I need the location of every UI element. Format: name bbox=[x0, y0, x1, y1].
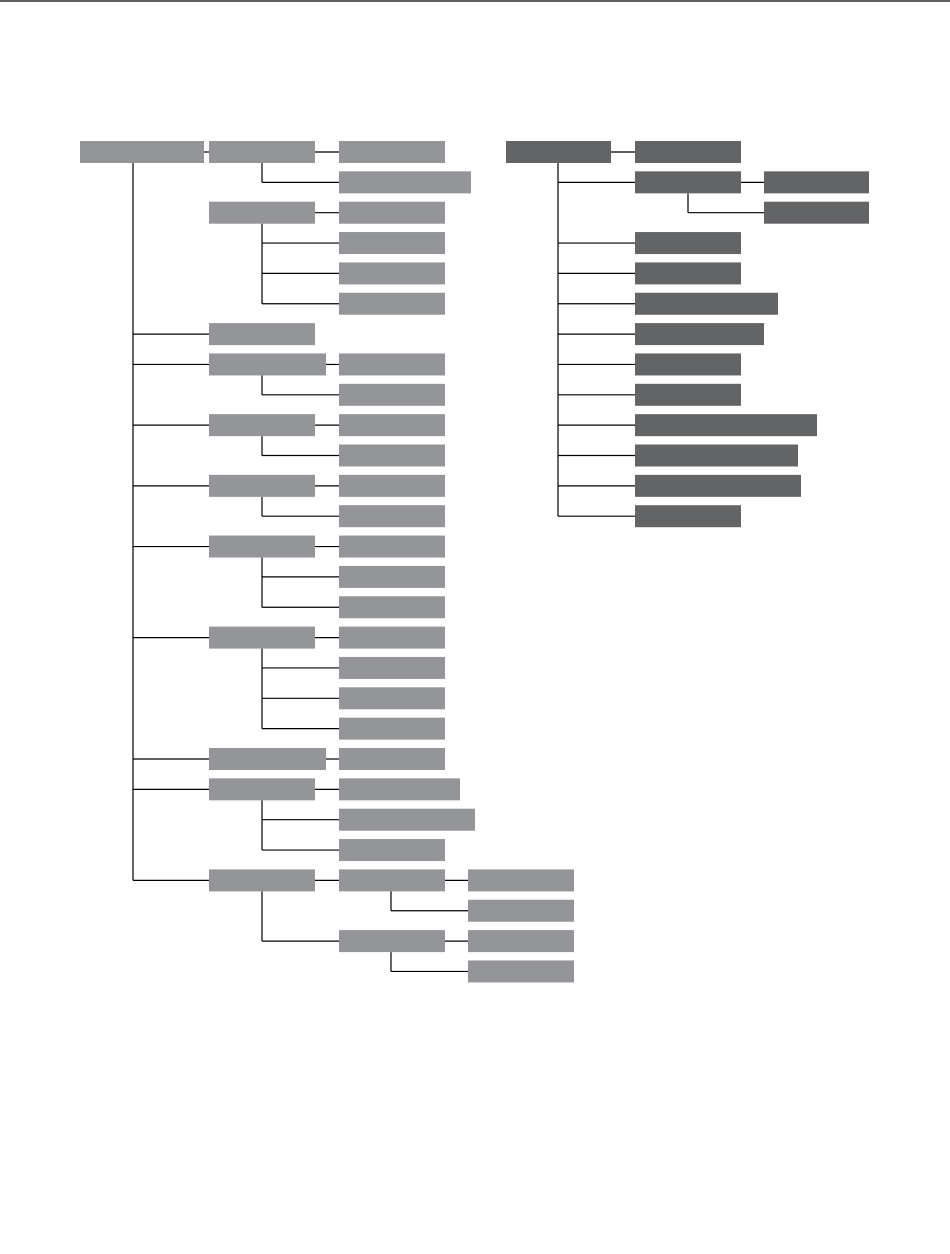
node-box bbox=[339, 808, 475, 831]
node-box bbox=[635, 444, 798, 467]
node-box bbox=[209, 414, 315, 437]
node-box bbox=[209, 323, 315, 346]
node-box bbox=[80, 141, 204, 163]
node-box bbox=[635, 141, 741, 163]
node-box bbox=[339, 353, 445, 376]
node-box bbox=[339, 292, 445, 315]
node-box bbox=[468, 930, 574, 953]
node-box bbox=[339, 141, 445, 163]
node-box bbox=[635, 232, 741, 255]
node-box bbox=[209, 201, 315, 224]
node-box bbox=[339, 687, 445, 710]
node-box bbox=[209, 626, 315, 649]
node-box bbox=[339, 748, 445, 770]
node-box bbox=[339, 656, 445, 679]
node-box bbox=[468, 899, 574, 922]
node-box bbox=[339, 505, 445, 528]
node-box bbox=[635, 262, 741, 285]
node-box bbox=[339, 778, 460, 801]
node-box bbox=[339, 444, 445, 467]
node-box bbox=[209, 141, 315, 163]
node-box bbox=[635, 505, 741, 528]
node-box bbox=[339, 839, 445, 862]
node-box bbox=[339, 201, 445, 224]
node-box bbox=[635, 323, 764, 346]
node-box bbox=[506, 141, 611, 163]
node-box bbox=[339, 535, 445, 558]
node-box bbox=[339, 171, 471, 194]
node-box bbox=[339, 383, 445, 406]
node-box bbox=[635, 171, 741, 194]
node-box bbox=[209, 869, 315, 892]
node-box bbox=[339, 262, 445, 285]
node-box bbox=[339, 717, 445, 740]
node-box bbox=[209, 474, 315, 497]
connectors bbox=[132, 151, 764, 973]
node-box bbox=[635, 474, 801, 497]
node-box bbox=[468, 869, 574, 892]
nodes bbox=[80, 141, 869, 983]
node-box bbox=[209, 535, 315, 558]
node-box bbox=[339, 596, 445, 619]
node-box bbox=[635, 383, 741, 406]
node-box bbox=[209, 748, 326, 770]
node-box bbox=[764, 171, 869, 194]
node-box bbox=[339, 414, 445, 437]
node-box bbox=[339, 232, 445, 255]
node-box bbox=[209, 778, 315, 801]
node-box bbox=[468, 960, 574, 983]
node-box bbox=[339, 869, 445, 892]
node-box bbox=[764, 201, 869, 224]
node-box bbox=[635, 292, 778, 315]
node-box bbox=[339, 565, 445, 588]
node-box bbox=[635, 414, 817, 437]
node-box bbox=[339, 930, 445, 953]
node-box bbox=[339, 626, 445, 649]
node-box bbox=[209, 353, 326, 376]
node-box bbox=[635, 353, 741, 376]
node-box bbox=[339, 474, 445, 497]
